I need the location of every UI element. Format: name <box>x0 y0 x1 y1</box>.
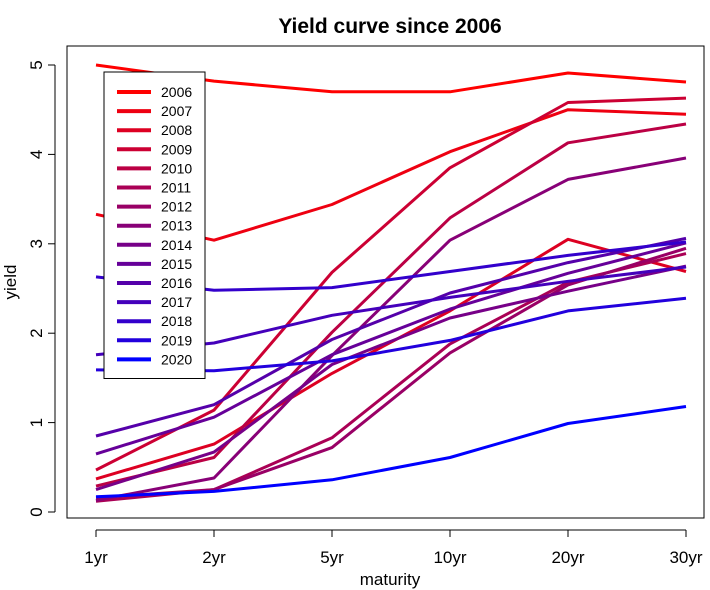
y-tick-label: 2 <box>27 328 46 337</box>
y-axis-label: yield <box>1 265 20 300</box>
legend: 2006 2007 2008 2009 2010 2011 2012 2013 2014 2015… <box>103 71 206 379</box>
legend-label-2007: 2007 <box>161 103 192 119</box>
series-line-2009 <box>95 96 687 472</box>
legend-label-2006: 2006 <box>161 84 192 100</box>
x-tick-label: 10yr <box>433 548 466 567</box>
x-tick-label: 30yr <box>669 548 702 567</box>
y-tick-label: 4 <box>27 150 46 159</box>
series-line-2016 <box>95 236 687 438</box>
legend-label-2008: 2008 <box>161 122 192 138</box>
y-tick-label: 5 <box>27 60 46 69</box>
axes: 1yr 2yr 5yr 10yr 20yr 30yr 0 1 2 3 4 5 <box>27 60 703 567</box>
plot-frame <box>66 45 705 519</box>
y-tick-label: 0 <box>27 507 46 516</box>
chart-title: Yield curve since 2006 <box>278 15 501 38</box>
series-line-2014 <box>95 264 687 492</box>
series-line-2020 <box>95 405 687 499</box>
x-tick-label: 2yr <box>202 548 226 567</box>
series-line-2013 <box>95 156 687 502</box>
legend-label-2010: 2010 <box>161 160 192 176</box>
x-tick-label: 1yr <box>84 548 108 567</box>
legend-label-2009: 2009 <box>161 141 192 157</box>
legend-label-2015: 2015 <box>161 256 192 272</box>
legend-label-2020: 2020 <box>161 351 192 367</box>
legend-label-2014: 2014 <box>161 237 192 253</box>
legend-label-2018: 2018 <box>161 313 192 329</box>
legend-label-2017: 2017 <box>161 294 192 310</box>
legend-label-2019: 2019 <box>161 332 192 348</box>
x-tick-label: 20yr <box>551 548 584 567</box>
series-line-2010 <box>95 122 687 488</box>
legend-label-2013: 2013 <box>161 218 192 234</box>
y-tick-label: 3 <box>27 239 46 248</box>
series-line-2015 <box>95 241 687 456</box>
x-axis-label: maturity <box>360 570 421 589</box>
legend-label-2016: 2016 <box>161 275 192 291</box>
y-tick-label: 1 <box>27 418 46 427</box>
x-tick-label: 5yr <box>320 548 344 567</box>
legend-label-2011: 2011 <box>161 180 191 196</box>
legend-label-2012: 2012 <box>161 199 192 215</box>
